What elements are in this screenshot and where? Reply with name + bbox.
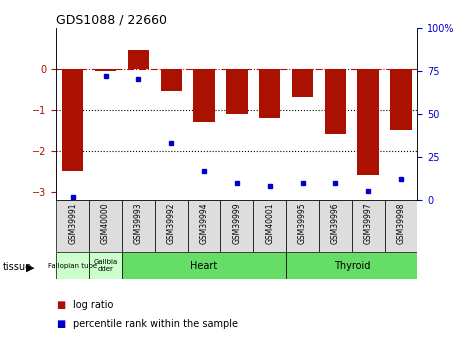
- FancyBboxPatch shape: [286, 200, 319, 252]
- Text: GSM39997: GSM39997: [363, 203, 373, 244]
- FancyBboxPatch shape: [155, 200, 188, 252]
- Text: GSM39995: GSM39995: [298, 203, 307, 244]
- Bar: [160, 69, 182, 91]
- FancyBboxPatch shape: [89, 200, 122, 252]
- Text: GSM39992: GSM39992: [166, 203, 176, 244]
- FancyBboxPatch shape: [319, 200, 352, 252]
- FancyBboxPatch shape: [122, 252, 286, 279]
- Text: ■: ■: [56, 319, 66, 329]
- Bar: [357, 69, 379, 176]
- FancyBboxPatch shape: [253, 200, 286, 252]
- Text: Heart: Heart: [190, 261, 218, 270]
- Bar: [292, 69, 313, 97]
- Bar: [226, 69, 248, 114]
- Text: GSM40001: GSM40001: [265, 203, 274, 244]
- Text: Fallopian tube: Fallopian tube: [48, 263, 97, 269]
- Text: tissue: tissue: [2, 263, 31, 272]
- Bar: [325, 69, 346, 135]
- Text: GSM39996: GSM39996: [331, 203, 340, 244]
- Text: GDS1088 / 22660: GDS1088 / 22660: [56, 13, 167, 27]
- Text: ■: ■: [56, 300, 66, 310]
- FancyBboxPatch shape: [385, 200, 417, 252]
- Bar: [62, 69, 83, 171]
- Bar: [259, 69, 280, 118]
- Text: log ratio: log ratio: [73, 300, 113, 310]
- Text: ▶: ▶: [26, 263, 34, 272]
- Text: Thyroid: Thyroid: [333, 261, 370, 270]
- Bar: [193, 69, 215, 122]
- Text: GSM39993: GSM39993: [134, 203, 143, 244]
- FancyBboxPatch shape: [188, 200, 220, 252]
- Bar: [95, 69, 116, 71]
- Bar: [390, 69, 412, 130]
- Bar: [128, 50, 149, 69]
- FancyBboxPatch shape: [286, 252, 417, 279]
- Text: percentile rank within the sample: percentile rank within the sample: [73, 319, 238, 329]
- FancyBboxPatch shape: [56, 252, 89, 279]
- Text: GSM39998: GSM39998: [396, 203, 406, 244]
- Text: GSM39991: GSM39991: [68, 203, 77, 244]
- Text: Gallbla
dder: Gallbla dder: [93, 259, 118, 272]
- FancyBboxPatch shape: [220, 200, 253, 252]
- Text: GSM39999: GSM39999: [232, 203, 242, 244]
- FancyBboxPatch shape: [89, 252, 122, 279]
- FancyBboxPatch shape: [122, 200, 155, 252]
- Text: GSM39994: GSM39994: [199, 203, 209, 244]
- Text: GSM40000: GSM40000: [101, 203, 110, 244]
- FancyBboxPatch shape: [352, 200, 385, 252]
- FancyBboxPatch shape: [56, 200, 89, 252]
